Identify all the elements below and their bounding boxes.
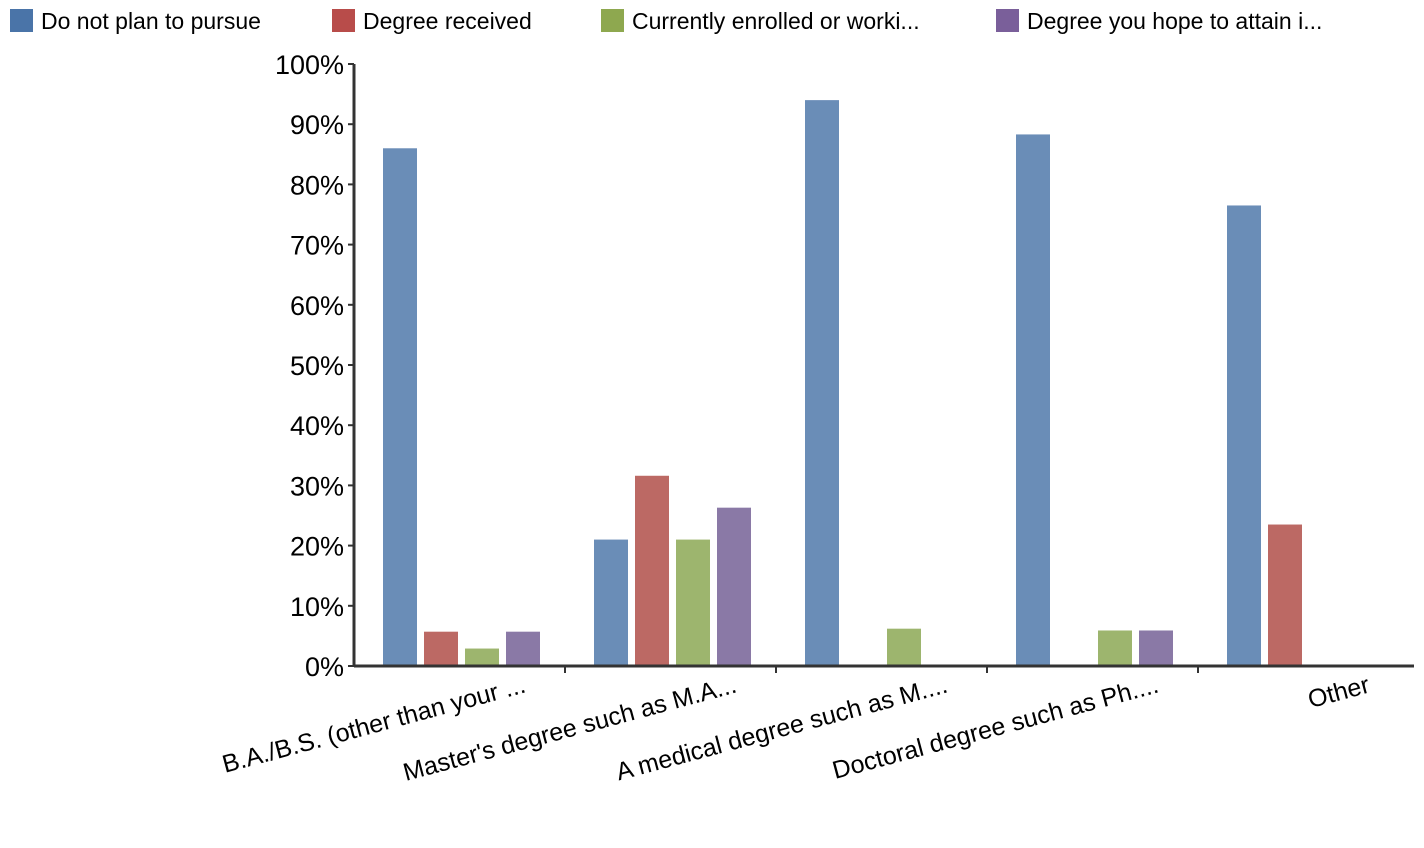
y-tick-label: 20% (290, 532, 344, 562)
y-tick-label: 10% (290, 592, 344, 622)
y-tick-label: 50% (290, 351, 344, 381)
bar-4-1 (506, 631, 540, 666)
bar-3-4 (1098, 630, 1132, 666)
x-tick-label: A medical degree such as M.... (613, 671, 950, 787)
bar-2-5 (1268, 524, 1302, 666)
y-tick-label: 0% (305, 652, 344, 682)
legend-swatch-1 (10, 9, 33, 32)
chart-legend: Do not plan to pursue Degree received Curr… (10, 8, 1322, 34)
bar-3-3 (887, 628, 921, 666)
y-axis-ticks: 0% 10% 20% 30% 40% 50% 60% 70% 80% 90% 100% (275, 50, 354, 682)
bar-4-4 (1139, 630, 1173, 666)
legend-swatch-2 (332, 9, 355, 32)
y-tick-label: 70% (290, 231, 344, 261)
bar-1-5 (1227, 205, 1261, 666)
bar-3-2 (676, 539, 710, 666)
y-tick-label: 80% (290, 170, 344, 200)
x-tick-label: Other (1305, 671, 1373, 714)
y-tick-label: 40% (290, 411, 344, 441)
bar-1-1 (383, 148, 417, 666)
legend-swatch-4 (996, 9, 1019, 32)
bar-2-2 (635, 475, 669, 666)
y-tick-label: 100% (275, 50, 344, 80)
legend-label-3: Currently enrolled or worki... (632, 8, 920, 34)
bar-1-4 (1016, 134, 1050, 666)
chart-bars (383, 100, 1302, 667)
bar-3-1 (465, 648, 499, 666)
x-axis-ticks: B.A./B.S. (other than your ...Master's d… (219, 666, 1373, 787)
y-tick-label: 90% (290, 110, 344, 140)
bar-1-3 (805, 100, 839, 667)
bar-1-2 (594, 539, 628, 666)
legend-swatch-3 (601, 9, 624, 32)
y-tick-label: 30% (290, 471, 344, 501)
x-tick-label: Master's degree such as M.A... (400, 671, 739, 787)
legend-label-1: Do not plan to pursue (41, 8, 261, 34)
legend-label-4: Degree you hope to attain i... (1027, 8, 1322, 34)
legend-label-2: Degree received (363, 8, 532, 34)
bar-4-2 (717, 507, 751, 666)
y-tick-label: 60% (290, 291, 344, 321)
bar-2-1 (424, 631, 458, 666)
